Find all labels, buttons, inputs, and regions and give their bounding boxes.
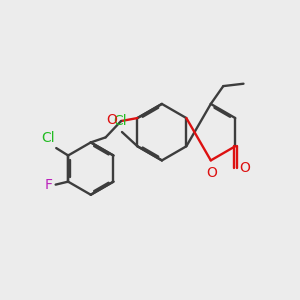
Text: O: O xyxy=(239,161,250,175)
Text: O: O xyxy=(206,166,218,180)
Text: Cl: Cl xyxy=(114,115,127,128)
Text: F: F xyxy=(45,178,53,192)
Text: O: O xyxy=(106,113,118,128)
Text: Cl: Cl xyxy=(41,131,54,145)
